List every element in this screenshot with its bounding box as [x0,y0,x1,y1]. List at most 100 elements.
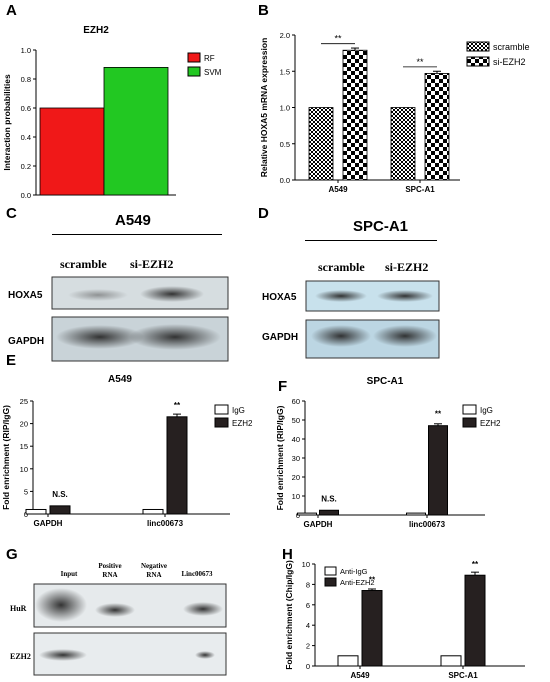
panel-letter-h: H [282,546,293,563]
chart-f-ytick-label: 20 [292,473,300,482]
chart-e-ytick-label: 20 [20,420,28,429]
blot-d-band-gapdh-si [373,325,437,347]
blot-c-row-hoxa5: HOXA5 [8,290,43,301]
chart-f-legend-label-0: IgG [480,406,493,415]
chart-h-significance: ** [369,576,376,585]
chart-b-ytick-label: 1.0 [280,104,290,113]
chart-a-bar-1-0 [103,67,169,196]
chart-h-ytick-label: 2 [306,642,310,651]
blot-c-row-gapdh: GAPDH [8,336,45,347]
blot-g-row-ezh2: EZH2 [10,652,31,661]
chart-b-legend-label-0: scramble [493,42,530,52]
chart-e-xtick-label: GAPDH [34,519,63,528]
chart-h-bar-1-0 [361,590,383,667]
chart-b-xtick-label: SPC-A1 [405,185,435,194]
blot-g-col-linc00673: Linc00673 [181,570,213,578]
chart-b-ylabel: Relative HOXA5 mRNA expression [259,38,269,178]
blot-c-col-scramble: scramble [60,257,107,271]
chart-b-ytick-label: 0.5 [280,140,290,149]
panel-letter-d: D [258,205,269,222]
chart-b-ytick-label: 1.5 [280,67,290,76]
chart-e-ytick-label: 15 [20,442,28,451]
chart-e-bar-0-0 [25,508,47,515]
panel-letter-f: F [278,378,288,395]
chart-e-significance: ** [174,401,181,410]
chart-h-bar-0-0 [337,655,359,667]
chart-h-xtick-label: SPC-A1 [448,671,478,680]
chart-e-bar-0-1 [142,508,164,515]
blot-d-col-si-ezh2: si-EZH2 [385,260,429,274]
chart-f-bar-0-1 [406,512,426,516]
chart-f-xtick-label: GAPDH [304,520,333,529]
panel-letter-a: A [6,2,17,19]
chart-e-legend-swatch-1 [214,417,229,428]
blot-c-col-si-ezh2: si-EZH2 [130,257,174,271]
chart-h-legend-label-1: Anti-EZH2 [340,578,375,587]
blot-g-image [33,583,227,676]
chart-f-ytick-label: 10 [292,492,300,501]
chart-f-title: SPC-A1 [367,376,404,387]
chart-a-legend-swatch-0 [187,52,201,63]
chart-f-legend-swatch-1 [462,417,477,428]
chart-f-bar-0-0 [297,512,317,516]
blot-c-band-gapdh-si [129,324,221,350]
chart-b-bar-0-0 [308,107,334,181]
chart-e-legend-label-0: IgG [232,406,245,415]
blot-d-row-hoxa5: HOXA5 [262,292,297,303]
chart-b-xtick-label: A549 [328,185,348,194]
chart-a-ytick-label: 0.4 [21,133,31,142]
chart-a-ylabel: Interaction probabilities [2,74,12,171]
blot-d-col-scramble: scramble [318,260,365,274]
chart-e-significance: N.S. [52,490,68,499]
chart-b-legend-label-1: si-EZH2 [493,57,526,67]
blot-c-underline [52,234,222,235]
chart-f-xtick-label: linc00673 [409,520,446,529]
chart-e-ytick-label: 10 [20,465,28,474]
chart-h-bar-1-1 [464,574,486,667]
blot-g-band-hur-linc [183,602,223,616]
chart-b-bar-1-1 [424,73,450,181]
chart-f-significance: N.S. [321,494,337,503]
chart-b-ytick-label: 0.0 [280,176,290,185]
chart-e-title: A549 [108,374,132,385]
chart-a-legend-label-0: RF [204,54,215,63]
chart-f-legend-label-1: EZH2 [480,419,501,428]
chart-h-legend-swatch-0 [324,566,337,576]
chart-h-ytick-label: 6 [306,601,310,610]
panel-letter-g: G [6,546,18,563]
blot-g-band-hur-positive [95,603,135,617]
blot-d-band-gapdh-scramble [311,325,371,347]
chart-e-a549-rip: A549 Fold enrichment (RIP/IgG) 0 5 10 15 20 25 G… [1,374,253,528]
chart-h-xtick-label: A549 [350,671,370,680]
chart-b-bar-1-0 [342,49,368,181]
chart-a-bar-0-0 [39,107,105,196]
panel-letter-b: B [258,2,269,19]
chart-a-ytick-label: 1.0 [21,46,31,55]
chart-f-bar-1-0 [319,509,339,516]
blot-d-band-hoxa5-si [377,290,433,302]
chart-b-legend-swatch-0 [466,41,490,52]
chart-e-bar-1-1 [166,416,188,515]
chart-e-bar-1-0 [49,505,71,515]
blot-d-underline [305,240,437,241]
blot-g-membrane-bottom [33,632,227,676]
chart-b-significance: ** [334,34,342,44]
chart-a-legend-swatch-1 [187,66,201,77]
panel-letter-e: E [6,352,17,369]
chart-a-ytick-label: 0.2 [21,162,31,171]
chart-e-ytick-label: 25 [20,397,28,406]
chart-f-legend-swatch-0 [462,404,477,415]
blot-g-band-ezh2-linc [195,651,215,659]
chart-e-xtick-label: linc00673 [147,519,184,528]
blot-c-band-gapdh-scramble [56,325,144,349]
blot-c-band-hoxa5-scramble [68,289,128,301]
chart-f-ylabel: Fold enrichment (RIP/IgG) [275,405,285,510]
chart-e-ylabel: Fold enrichment (RIP/IgG) [1,405,11,510]
blot-g-col-input: Input [60,570,78,578]
blot-d-image [305,280,440,359]
chart-h-legend-swatch-1 [324,577,337,587]
chart-f-ytick-label: 60 [292,397,300,406]
blot-g-col-negative-rna: Negative RNA [140,562,168,579]
chart-f-ytick-label: 40 [292,435,300,444]
